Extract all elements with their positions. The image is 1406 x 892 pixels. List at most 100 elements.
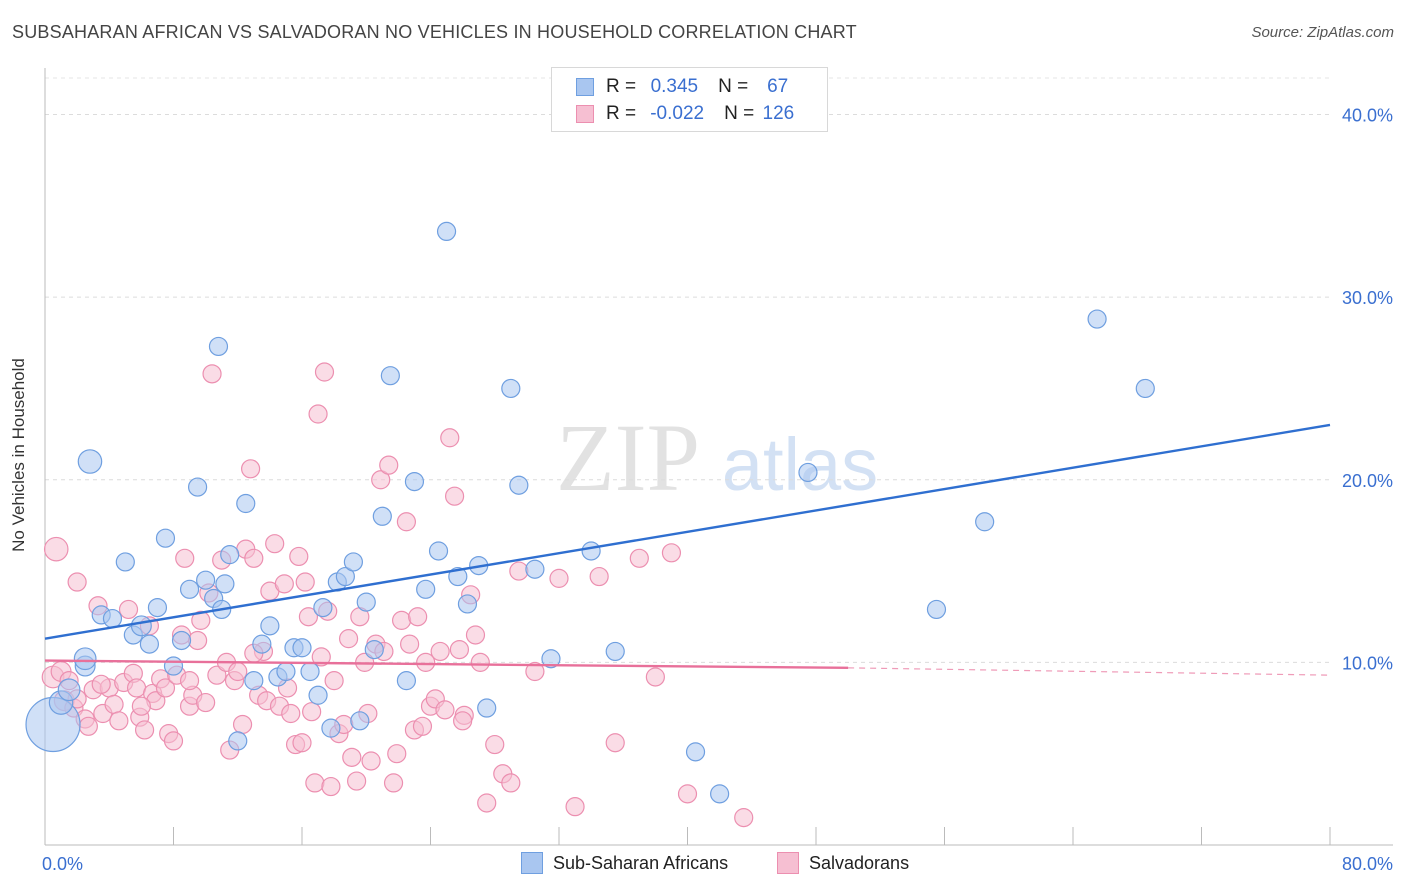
x-tick-label-min: 0.0% [42, 854, 83, 874]
pink-point [549, 568, 569, 588]
pink-point [430, 641, 450, 662]
pink-point [408, 607, 428, 627]
blue-point [350, 711, 370, 731]
pink-point [134, 720, 155, 740]
pink-point [453, 711, 473, 731]
blue-point [477, 698, 497, 718]
source-label: Source: ZipAtlas.com [1251, 24, 1394, 41]
pink-point [449, 639, 470, 660]
blue-point [380, 366, 400, 386]
pink-point [155, 678, 176, 698]
pink-point [163, 731, 184, 751]
pink-point [191, 610, 211, 630]
pink-point [196, 692, 216, 713]
pink-point [501, 773, 521, 793]
pink-point [241, 459, 261, 479]
n-value: 126 [762, 103, 795, 124]
pink-point [311, 647, 331, 667]
pink-point [78, 716, 98, 736]
pink-point [387, 744, 407, 764]
pink-point [629, 548, 649, 568]
blue-point [260, 616, 280, 636]
blue-point [73, 647, 97, 671]
blue-point [208, 336, 229, 357]
pink-trend-extension [848, 667, 1331, 676]
blue-point [541, 649, 561, 669]
blue-point [236, 493, 256, 514]
x-tick-label-max: 80.0% [1342, 854, 1393, 874]
pink-point [232, 714, 253, 735]
blue-point [685, 742, 706, 762]
pink-point [302, 702, 322, 722]
r-value: 0.345 [650, 76, 699, 97]
blue-point [457, 594, 478, 614]
blue-point [404, 471, 425, 492]
blue-point [155, 528, 176, 548]
blue-point [356, 592, 376, 612]
pink-point [324, 671, 344, 691]
pink-point [605, 733, 625, 753]
blue-point [1135, 378, 1155, 399]
pink-point [289, 546, 309, 567]
pink-point [292, 733, 312, 753]
pink-point [465, 625, 486, 645]
blue-point [147, 597, 168, 618]
blue-point [798, 462, 818, 483]
pink-point [509, 561, 529, 581]
blue-trend-line [44, 423, 1331, 640]
blue-point [313, 597, 333, 618]
pink-point [661, 543, 682, 563]
blue-point [321, 718, 341, 738]
y-tick-label: 40.0% [1342, 106, 1393, 126]
pink-point [202, 364, 222, 384]
pink-point [305, 773, 325, 793]
blue-point [308, 685, 328, 705]
pink-point [361, 751, 381, 771]
blue-point [416, 579, 436, 599]
blue-point [300, 661, 320, 682]
blue-point [436, 221, 457, 241]
blue-point [448, 566, 468, 587]
pink-point [265, 534, 285, 554]
chart-title: SUBSAHARAN AFRICAN VS SALVADORAN NO VEHI… [12, 22, 857, 42]
pink-point [412, 716, 433, 736]
legend-pink-label: Salvadorans [809, 852, 910, 873]
pink-point [485, 734, 505, 755]
pink-point [342, 747, 362, 767]
pink-point [43, 536, 69, 562]
n-label: N = [718, 76, 749, 97]
blue-point [509, 475, 529, 495]
pink-point [435, 700, 455, 720]
blue-point [581, 541, 601, 561]
blue-point [525, 559, 545, 579]
pink-point [187, 630, 208, 651]
blue-point [163, 656, 184, 676]
legend-item-pink: Salvadorans [777, 852, 909, 874]
blue-point [57, 678, 81, 702]
pink-point [589, 566, 609, 587]
pink-point [274, 574, 294, 594]
watermark-atlas: atlas [722, 423, 878, 506]
pink-point [677, 784, 698, 804]
r-value: -0.022 [650, 103, 705, 124]
n-label: N = [724, 103, 755, 124]
blue-point [1087, 309, 1107, 329]
pink-point [281, 703, 301, 724]
pink-point [477, 793, 497, 813]
blue-point [102, 608, 123, 629]
blue-point [77, 449, 103, 474]
blue-point [276, 661, 296, 682]
blue-point [252, 634, 272, 654]
r-label: R = [606, 76, 637, 97]
blue-point [364, 639, 384, 660]
pink-point [391, 610, 412, 630]
pink-point [371, 470, 391, 490]
pink-point [470, 652, 490, 672]
pink-point [565, 797, 585, 817]
y-tick-label: 10.0% [1342, 653, 1393, 673]
legend-item-blue: Sub-Saharan Africans [521, 852, 728, 874]
blue-point [292, 638, 312, 658]
blue-point [187, 477, 208, 497]
pink-point [645, 667, 665, 687]
pink-point [295, 572, 315, 592]
